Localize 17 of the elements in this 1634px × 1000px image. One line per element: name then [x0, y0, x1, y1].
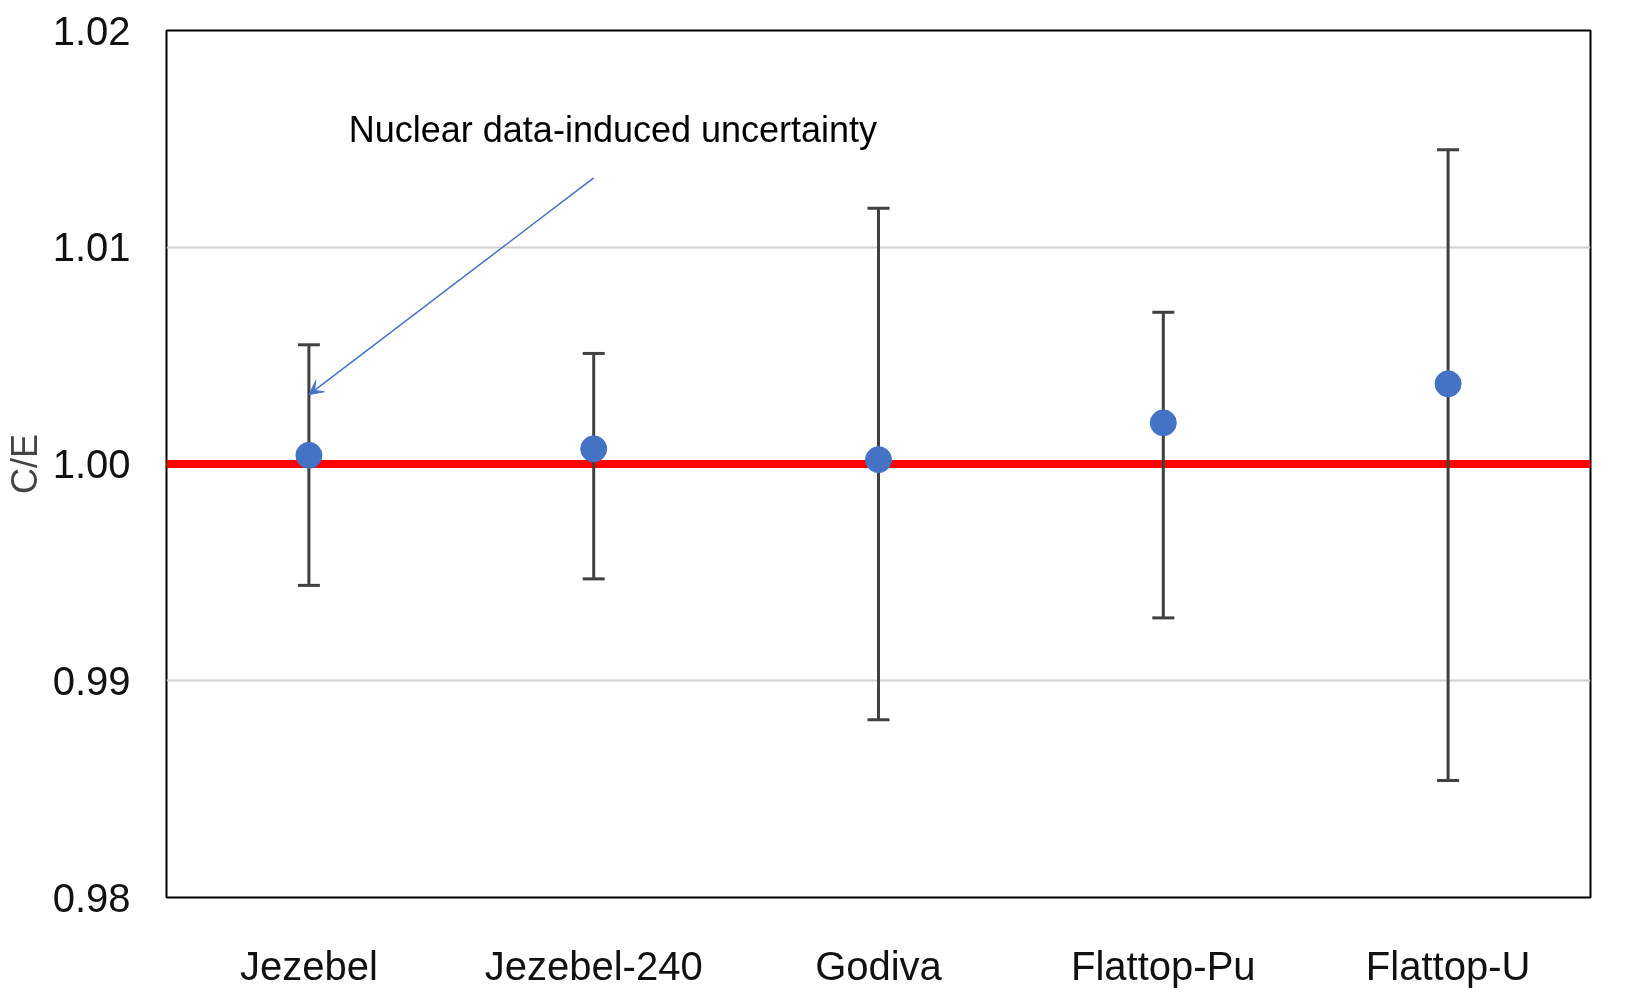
- y-tick-label: 1.01: [52, 225, 131, 270]
- point: [865, 446, 892, 474]
- y-tick-label: 0.98: [52, 875, 131, 920]
- point: [295, 441, 323, 469]
- x-tick-label: Flattop-Pu: [1071, 943, 1256, 988]
- x-tick-label: Flattop-U: [1365, 943, 1531, 988]
- x-tick-label: Godiva: [815, 943, 943, 988]
- y-tick-label: 1.02: [52, 8, 131, 53]
- point: [1434, 370, 1462, 398]
- y-tick-label: 1.00: [52, 442, 131, 486]
- x-tick-label: Jezebel: [239, 943, 378, 988]
- y-axis-title: C/E: [3, 433, 45, 495]
- point: [1149, 409, 1177, 437]
- x-tick-label: Jezebel-240: [484, 943, 703, 988]
- y-tick-label: 0.99: [52, 658, 131, 703]
- annotation: Nuclear data-induced uncertainty: [348, 108, 878, 150]
- point: [580, 435, 608, 463]
